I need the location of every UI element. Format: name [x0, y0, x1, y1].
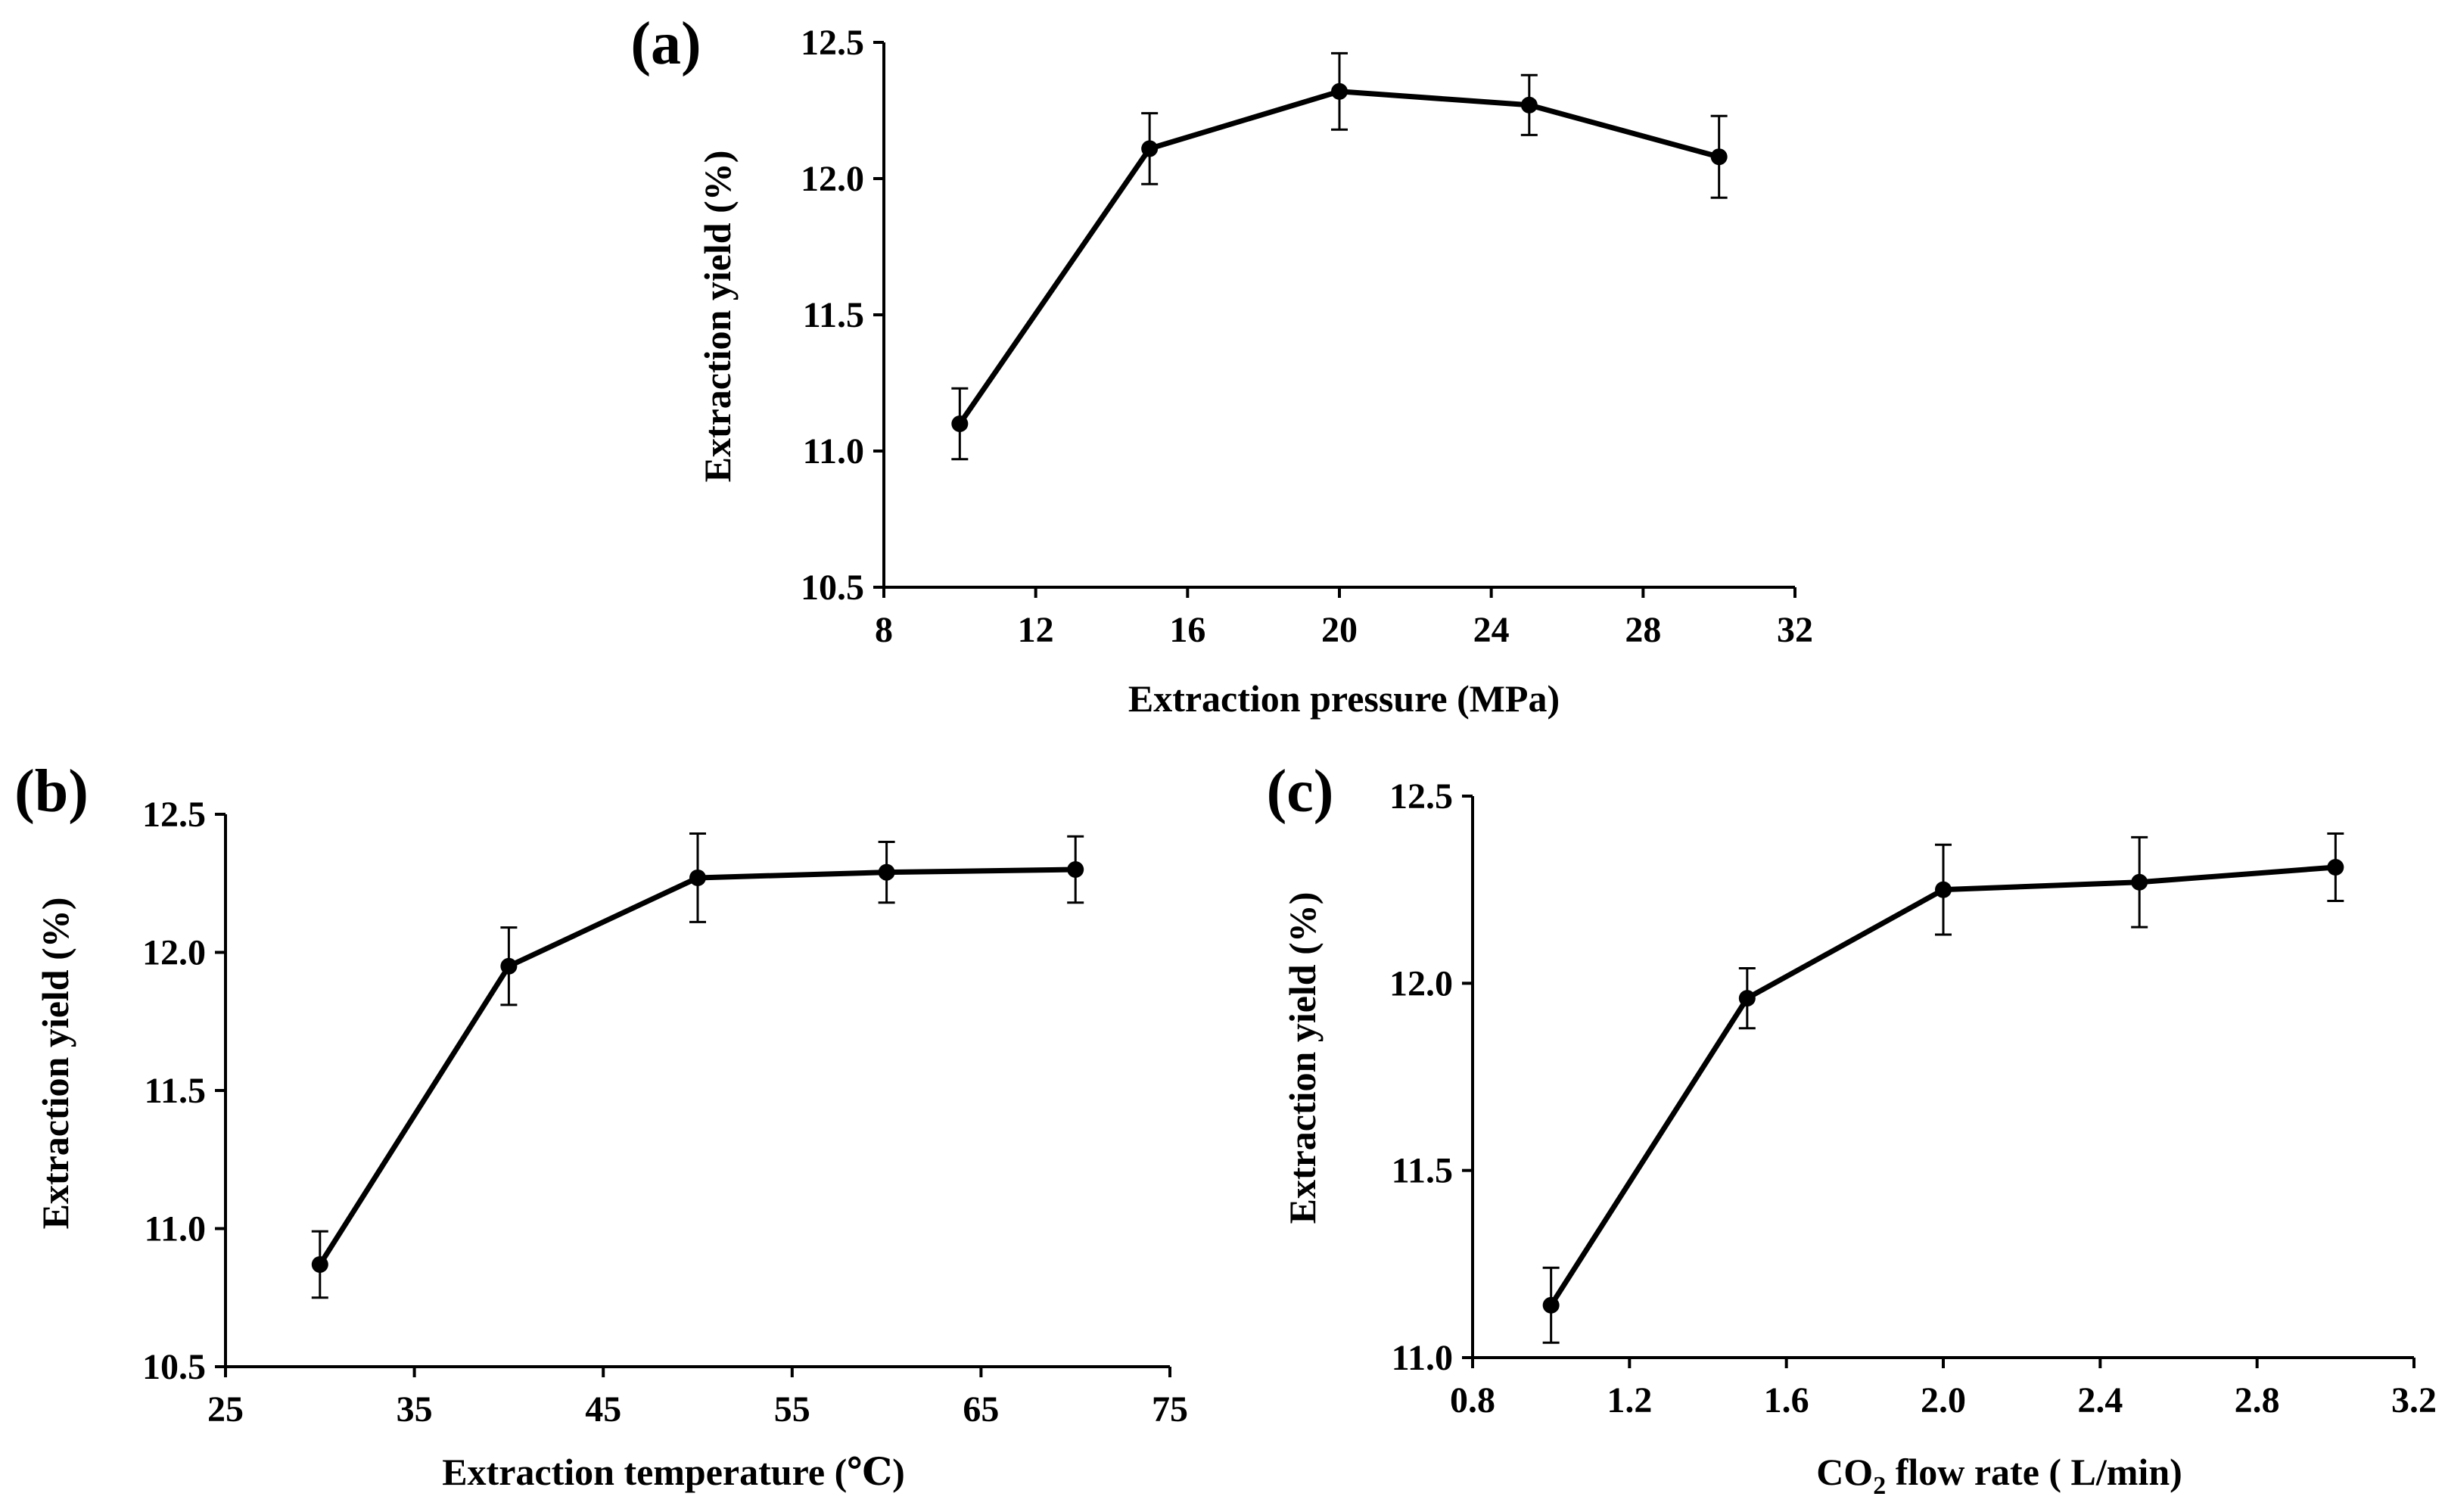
panel-b-label: (b) — [14, 758, 89, 825]
panel-b-series-line — [317, 866, 1076, 1266]
panel-a-x-tick-label: 20 — [1321, 610, 1358, 650]
panel-c-x-axis-title-sub: 2 — [1873, 1472, 1886, 1500]
panel-c-x-axis-title-rest: flow rate ( L/min) — [1886, 1451, 2182, 1493]
panel-b-y-tick-label: 12.5 — [142, 795, 206, 835]
panel-a-x-tick-label: 24 — [1473, 610, 1510, 650]
panel-b-data-point — [878, 863, 895, 881]
panel-a-x-axis-title: Extraction pressure (MPa) — [1128, 677, 1560, 720]
panel-b: (b) 10.5 11.0 11.5 12.0 12.5 25 35 45 55 65 75 Ext… — [14, 758, 1188, 1493]
panel-a-data-point — [1520, 96, 1538, 114]
panel-b-y-tick-label: 11.5 — [145, 1071, 206, 1111]
panel-c-data-point — [2327, 858, 2344, 876]
panel-b-x-tick-label: 35 — [397, 1389, 433, 1430]
panel-a-x-tick-label: 28 — [1625, 610, 1661, 650]
panel-b-axes: 10.5 11.0 11.5 12.0 12.5 25 35 45 55 65 75 — [142, 795, 1188, 1430]
panel-a-y-tick-label: 10.5 — [801, 568, 864, 608]
panel-c-x-tick-label: 3.2 — [2391, 1380, 2437, 1420]
panel-b-data-point — [311, 1255, 328, 1273]
panel-b-y-tick-label: 11.0 — [145, 1209, 206, 1249]
panel-a-data-point — [951, 415, 969, 432]
panel-c-y-tick-label: 12.0 — [1389, 963, 1453, 1003]
panel-b-x-tick-label: 65 — [963, 1389, 999, 1430]
panel-c: (c) 11.0 11.5 12.0 12.5 0.8 1.2 1.6 2.0 2.4 2.8 3.… — [1267, 758, 2437, 1500]
panel-b-x-tick-label: 45 — [585, 1389, 621, 1430]
panel-b-x-tick-label: 75 — [1152, 1389, 1188, 1430]
panel-c-data-point — [1935, 881, 1952, 898]
panel-a-series-line — [957, 89, 1720, 425]
panel-c-x-tick-label: 1.6 — [1764, 1380, 1809, 1420]
panel-b-data-point — [689, 869, 706, 886]
panel-c-axes: 11.0 11.5 12.0 12.5 0.8 1.2 1.6 2.0 2.4 2.8 3.2 — [1389, 776, 2437, 1420]
panel-a-x-tick-label: 16 — [1169, 610, 1205, 650]
panel-c-y-tick-label: 11.5 — [1392, 1151, 1453, 1191]
panel-c-x-axis-title-co: CO — [1816, 1451, 1873, 1493]
panel-a-y-tick-label: 11.0 — [803, 431, 864, 471]
panel-a-y-tick-label: 11.5 — [803, 295, 864, 335]
panel-a-y-tick-label: 12.0 — [801, 159, 864, 199]
panel-c-data-point — [2131, 873, 2148, 891]
panel-a-marks — [951, 51, 1728, 461]
panel-c-marks — [1542, 832, 2344, 1344]
panel-b-y-tick-label: 10.5 — [142, 1347, 206, 1387]
panel-a-data-point — [1331, 82, 1348, 100]
panel-c-x-tick-label: 2.8 — [2235, 1380, 2280, 1420]
panel-b-x-axis-title: Extraction temperature (℃) — [442, 1451, 905, 1493]
panel-b-x-tick-label: 25 — [207, 1389, 244, 1430]
panel-a-x-tick-label: 8 — [875, 610, 893, 650]
panel-c-y-axis-title: Extraction yield (%) — [1281, 892, 1324, 1224]
panel-a-data-point — [1710, 148, 1728, 166]
panel-c-y-tick-label: 11.0 — [1392, 1338, 1453, 1378]
panel-b-data-point — [500, 957, 518, 975]
panel-a: (a) 10.5 11.0 11.5 12.0 12.5 8 12 16 20 24 28 32 Ex… — [630, 11, 1813, 720]
panel-b-data-point — [1067, 861, 1084, 878]
panel-b-marks — [311, 832, 1084, 1299]
panel-b-y-tick-label: 12.0 — [142, 933, 206, 973]
panel-a-x-tick-label: 32 — [1777, 610, 1813, 650]
panel-b-x-tick-label: 55 — [774, 1389, 810, 1430]
panel-c-data-point — [1738, 990, 1756, 1007]
panel-a-y-tick-label: 12.5 — [801, 23, 864, 63]
panel-c-y-tick-label: 12.5 — [1389, 776, 1453, 817]
panel-c-x-tick-label: 0.8 — [1450, 1380, 1495, 1420]
panel-c-x-tick-label: 2.0 — [1921, 1380, 1966, 1420]
panel-c-x-tick-label: 2.4 — [2077, 1380, 2123, 1420]
panel-a-data-point — [1141, 140, 1159, 157]
panel-b-y-axis-title: Extraction yield (%) — [34, 898, 76, 1230]
panel-a-axes: 10.5 11.0 11.5 12.0 12.5 8 12 16 20 24 28 32 — [801, 23, 1813, 650]
panel-c-x-tick-label: 1.2 — [1607, 1380, 1652, 1420]
panel-c-data-point — [1542, 1296, 1560, 1314]
panel-a-x-tick-label: 12 — [1018, 610, 1054, 650]
panel-c-x-axis-title: CO2 flow rate ( L/min) — [1816, 1451, 2182, 1500]
panel-a-y-axis-title: Extraction yield (%) — [696, 151, 739, 483]
panel-c-label: (c) — [1267, 758, 1334, 825]
panel-a-label: (a) — [630, 11, 701, 77]
